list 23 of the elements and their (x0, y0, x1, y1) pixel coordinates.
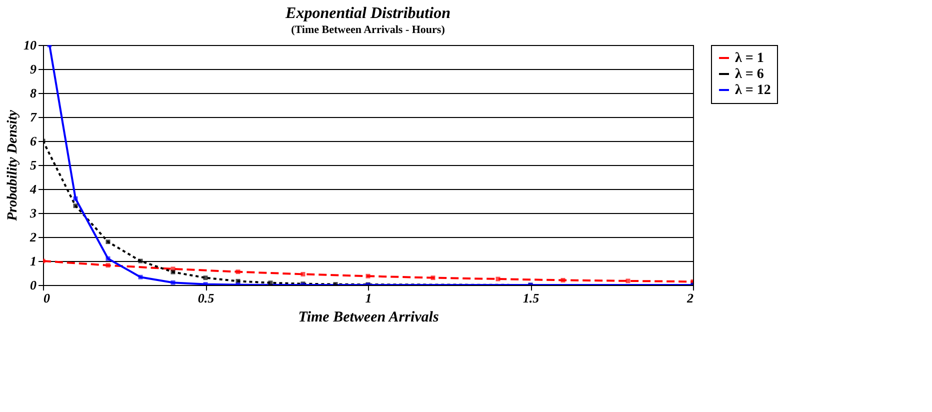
legend-label: λ = 1 (735, 51, 764, 66)
x-tick-label: 0 (44, 290, 50, 306)
y-tick-label: 8 (30, 86, 37, 100)
legend-label: λ = 6 (735, 67, 764, 82)
y-tick-label: 4 (29, 182, 37, 196)
y-tick-label: 1 (30, 254, 36, 268)
y-tick-label: 9 (30, 62, 37, 76)
y-tick-label: 6 (30, 134, 37, 148)
x-axis-title: Time Between Arrivals (298, 310, 439, 326)
y-tick-label: 0 (30, 278, 37, 292)
chart-title: Exponential Distribution (284, 5, 451, 22)
x-tick-label: 0.5 (198, 290, 215, 306)
y-axis-title: Probability Density (6, 109, 20, 221)
y-tick-label: 10 (24, 38, 37, 52)
chart-subtitle: (Time Between Arrivals - Hours) (291, 24, 446, 36)
y-tick-label: 2 (29, 230, 37, 244)
x-tick-label: 2 (686, 290, 694, 306)
y-tick-label: 5 (30, 158, 37, 172)
y-tick-label: 3 (29, 206, 37, 220)
x-tick-label: 1.5 (522, 290, 540, 306)
x-tick-label: 1 (365, 290, 372, 306)
y-tick-label: 7 (30, 110, 37, 124)
legend-label: λ = 12 (735, 83, 771, 98)
